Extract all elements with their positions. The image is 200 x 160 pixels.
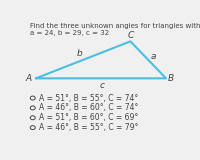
Text: A = 46°, B = 60°, C = 74°: A = 46°, B = 60°, C = 74° [39, 103, 138, 112]
Text: A = 51°, B = 55°, C = 74°: A = 51°, B = 55°, C = 74° [39, 94, 138, 103]
Text: A: A [26, 74, 32, 83]
Text: c: c [100, 81, 105, 90]
Text: Find the three unknown angles for triangles with given sides.: Find the three unknown angles for triang… [30, 23, 200, 29]
Text: a = 24, b = 29, c = 32: a = 24, b = 29, c = 32 [30, 30, 109, 36]
Text: A = 46°, B = 55°, C = 79°: A = 46°, B = 55°, C = 79° [39, 123, 138, 132]
Text: B: B [168, 74, 174, 83]
Text: a: a [151, 52, 156, 61]
Text: C: C [127, 31, 134, 40]
Text: A = 51°, B = 60°, C = 69°: A = 51°, B = 60°, C = 69° [39, 113, 138, 122]
Text: b: b [76, 49, 82, 58]
